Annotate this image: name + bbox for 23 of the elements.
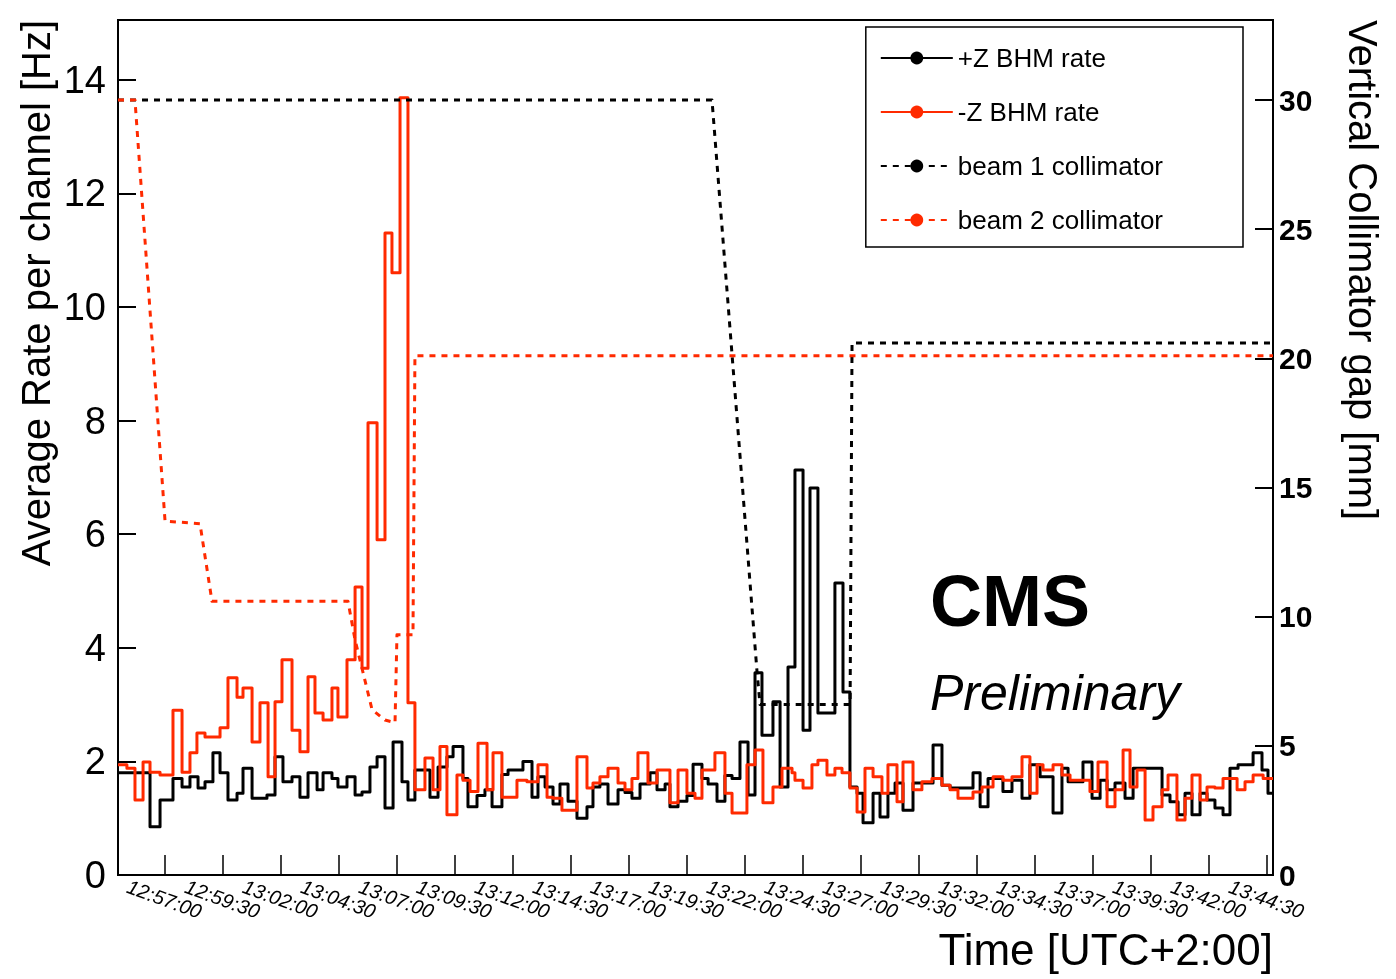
y2-tick-label: 15 bbox=[1279, 471, 1313, 505]
y-tick-label: 2 bbox=[84, 740, 106, 783]
y2-axis-title: Vertical Collimator gap [mm] bbox=[1341, 20, 1385, 521]
y-tick-label: 10 bbox=[63, 285, 106, 328]
y-tick-label: 12 bbox=[63, 172, 106, 215]
y-tick-label: 0 bbox=[84, 854, 106, 896]
legend-label: beam 2 collimator bbox=[957, 205, 1164, 235]
y-tick-label: 6 bbox=[84, 513, 106, 556]
legend-label: beam 1 collimator bbox=[957, 151, 1164, 181]
legend-label: +Z BHM rate bbox=[957, 43, 1106, 73]
y2-tick-label: 25 bbox=[1279, 212, 1313, 246]
y2-tick-label: 30 bbox=[1279, 83, 1313, 117]
y2-tick-label: 20 bbox=[1279, 341, 1313, 375]
y-tick-label: 8 bbox=[84, 399, 106, 442]
annotation: CMS bbox=[930, 561, 1090, 641]
y-tick-label: 4 bbox=[84, 626, 106, 669]
y-axis-title: Average Rate per channel [Hz] bbox=[14, 20, 58, 567]
y-tick-label: 14 bbox=[63, 58, 106, 101]
y2-tick-label: 10 bbox=[1279, 600, 1313, 634]
y2-tick-label: 5 bbox=[1279, 729, 1296, 763]
x-axis-title: Time [UTC+2:00] bbox=[938, 924, 1273, 974]
legend-label: -Z BHM rate bbox=[957, 97, 1100, 127]
annotation: Preliminary bbox=[930, 665, 1184, 721]
